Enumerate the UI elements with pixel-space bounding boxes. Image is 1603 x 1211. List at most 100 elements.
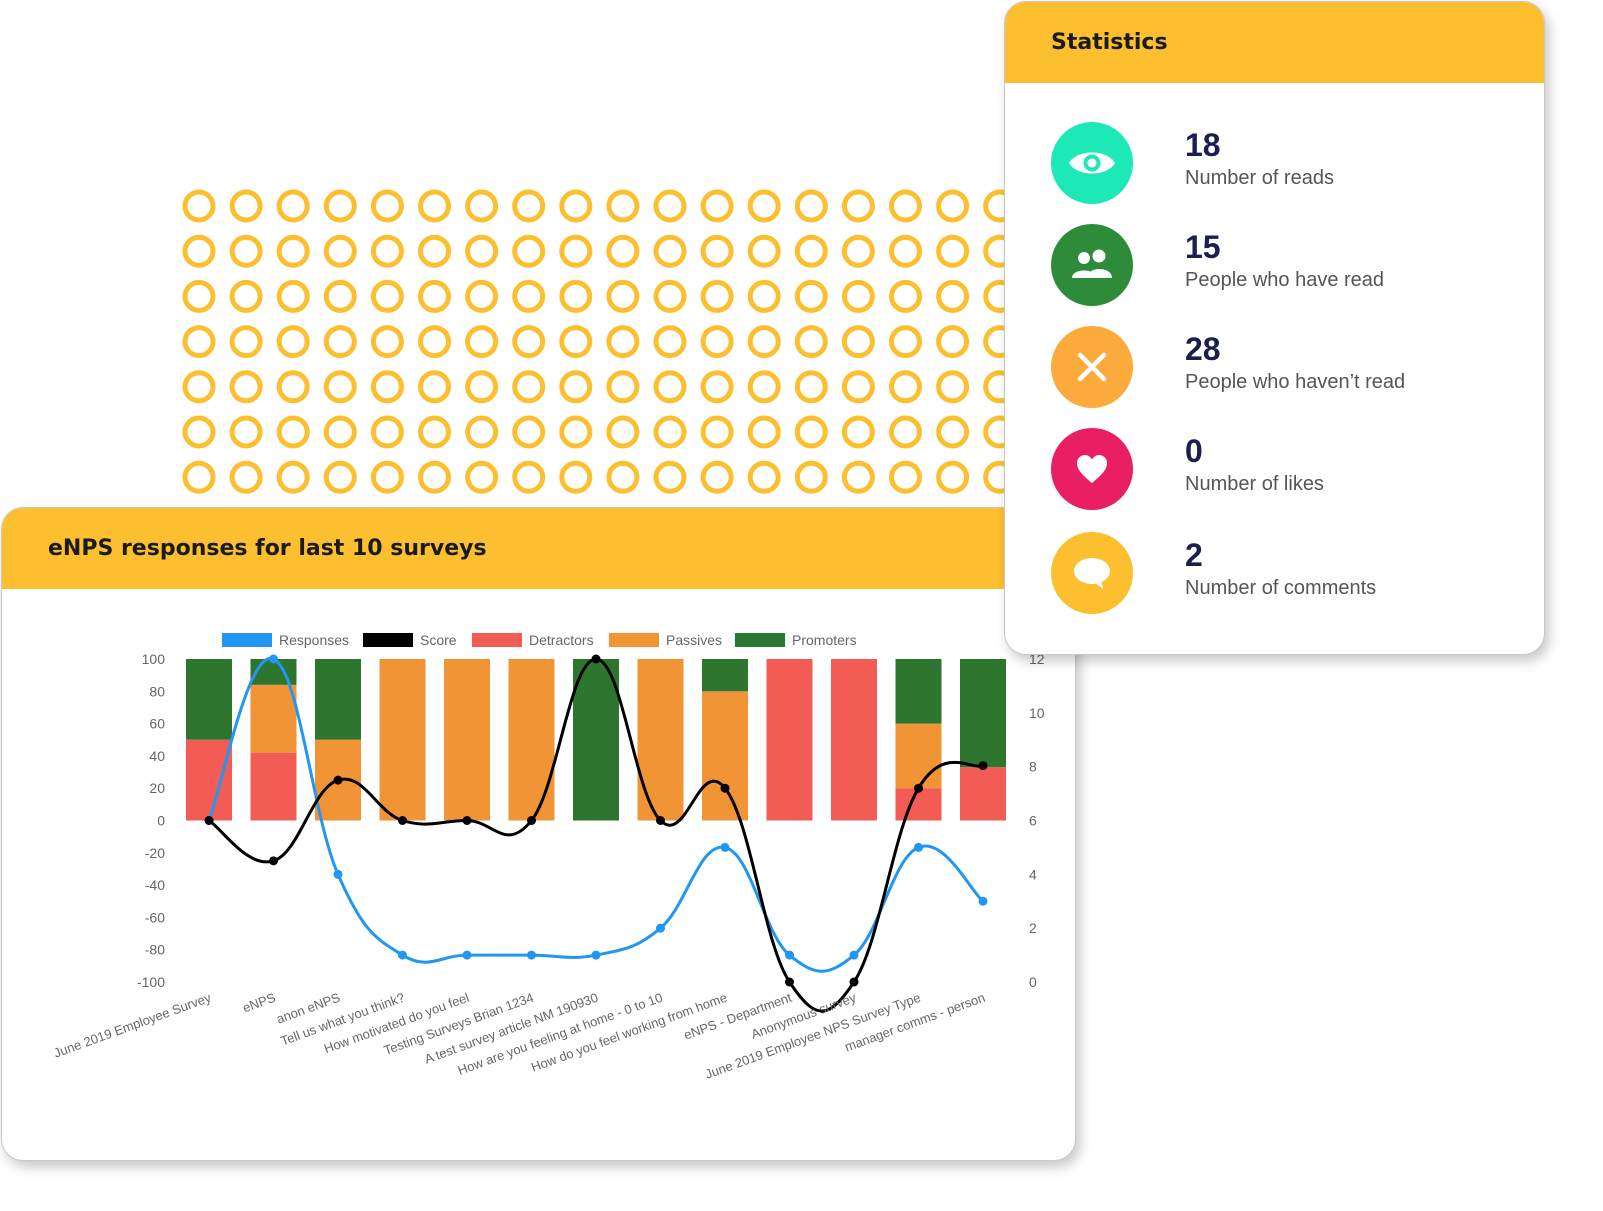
decorative-dot — [370, 325, 404, 359]
decorative-dot — [889, 370, 922, 404]
stat-likes-value: 0 — [1185, 433, 1203, 469]
decorative-dot — [276, 325, 310, 359]
bar-detractors — [895, 788, 942, 821]
stat-likes: 0 Number of likes — [1051, 428, 1521, 510]
decorative-dot — [559, 325, 593, 359]
decorative-dot — [276, 189, 310, 223]
decorative-dot — [418, 460, 451, 494]
bar-promoters — [186, 659, 232, 740]
score-point — [204, 816, 214, 825]
decorative-dot — [606, 370, 640, 404]
bar-passives — [444, 659, 490, 821]
legend-label: Passives — [666, 632, 722, 648]
decorative-dot — [323, 370, 357, 404]
y-right-tick-label: 12 — [1029, 651, 1045, 667]
legend-label: Detractors — [529, 632, 594, 648]
stat-people-read-icon-circle — [1051, 224, 1133, 306]
decorative-dot — [512, 189, 546, 223]
decorative-dot — [512, 279, 546, 313]
decorative-dot — [794, 460, 828, 494]
decorative-dot — [936, 370, 970, 404]
stat-people-read-value: 15 — [1185, 229, 1221, 265]
decorative-dot — [936, 234, 970, 268]
legend-label: Promoters — [792, 632, 857, 648]
responses-point — [656, 923, 665, 933]
decorative-dot — [889, 460, 922, 494]
decorative-dot — [229, 415, 263, 449]
decorative-dot — [794, 325, 828, 359]
stat-comments-value: 2 — [1185, 537, 1203, 573]
bar-detractors — [186, 739, 232, 821]
decorative-dot — [841, 189, 875, 223]
decorative-dot — [418, 279, 451, 313]
y-right-tick-label: 8 — [1029, 759, 1037, 775]
responses-point — [978, 896, 988, 906]
score-line — [208, 657, 984, 1013]
score-point — [849, 977, 859, 987]
decorative-dot — [465, 415, 499, 449]
x-tick-label: eNPS - Department — [682, 990, 794, 1043]
decorative-dot — [559, 279, 593, 313]
decorative-dot — [841, 234, 875, 268]
decorative-dot — [700, 325, 734, 359]
decorative-dot — [889, 234, 922, 268]
decorative-dot — [606, 279, 640, 313]
legend-swatch — [222, 633, 272, 647]
decorative-dot — [418, 415, 451, 449]
stat-likes-label: Number of likes — [1185, 473, 1324, 495]
decorative-dot — [276, 370, 310, 404]
y-right-tick-label: 4 — [1029, 866, 1037, 882]
stat-reads-label: Number of reads — [1185, 167, 1334, 189]
decorative-dot — [418, 325, 451, 359]
stat-comments-label: Number of comments — [1185, 577, 1377, 599]
decorative-dot — [276, 460, 310, 494]
stat-reads-value: 18 — [1185, 127, 1221, 163]
decorative-dot — [747, 460, 781, 494]
decorative-dot — [606, 460, 640, 494]
y-right-tick-label: 2 — [1029, 920, 1037, 936]
comment-icon — [1074, 558, 1110, 589]
responses-point — [527, 950, 536, 960]
decorative-dot — [606, 325, 640, 359]
decorative-dot — [418, 234, 451, 268]
responses-point — [720, 842, 730, 852]
responses-point — [398, 950, 407, 960]
decorative-dot — [653, 460, 687, 494]
y-left-tick-label: 60 — [149, 716, 165, 732]
decorative-dot — [794, 370, 828, 404]
decorative-dot — [700, 279, 734, 313]
bar-detractors — [250, 752, 297, 821]
score-point — [914, 783, 923, 793]
decorative-dot — [794, 279, 828, 313]
x-tick-label: eNPS — [240, 990, 277, 1016]
y-left-tick-label: -100 — [137, 974, 165, 990]
decorative-dot — [465, 370, 499, 404]
bar-passives — [250, 684, 297, 753]
y-left-tick-label: 0 — [157, 813, 165, 829]
y-left-tick-label: 80 — [149, 683, 165, 699]
decorative-dot — [229, 189, 263, 223]
decorative-dot — [747, 370, 781, 404]
decorative-dot — [182, 460, 216, 494]
y-right-tick-label: 10 — [1029, 705, 1045, 721]
legend-swatch — [735, 633, 785, 647]
decorative-dot — [370, 460, 404, 494]
stat-people-not-read-label: People who haven’t read — [1185, 371, 1406, 393]
decorative-dot — [418, 189, 451, 223]
decorative-dot — [653, 370, 687, 404]
legend-label: Responses — [279, 632, 349, 648]
score-point — [785, 977, 794, 987]
decorative-dot — [889, 189, 922, 223]
decorative-dot — [747, 234, 781, 268]
decorative-dot — [747, 415, 781, 449]
stat-likes-icon-circle — [1051, 428, 1133, 510]
decorative-dot — [559, 189, 593, 223]
decorative-dot — [229, 234, 263, 268]
decorative-dot — [323, 325, 357, 359]
decorative-dot — [606, 415, 640, 449]
decorative-dot — [794, 234, 828, 268]
decorative-dot — [559, 460, 593, 494]
decorative-dot — [606, 234, 640, 268]
decorative-dot — [889, 279, 922, 313]
decorative-dot — [465, 189, 499, 223]
